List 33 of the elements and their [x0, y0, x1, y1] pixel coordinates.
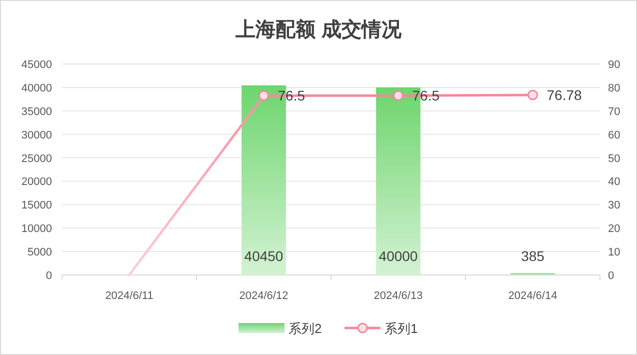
- y2-tick-label: 30: [608, 200, 620, 212]
- y-tick-label: 5000: [28, 246, 52, 259]
- y2-tick-label: 10: [608, 246, 620, 259]
- y-tick-label: 25000: [21, 152, 52, 165]
- x-tick-label: 2024/6/14: [508, 290, 558, 302]
- x-tick-label: 2024/6/11: [105, 290, 154, 302]
- y2-tick-label: 60: [608, 129, 620, 142]
- x-tick-label: 2024/6/13: [374, 290, 423, 302]
- y2-tick-label: 90: [608, 59, 620, 71]
- data-label: 76.5: [278, 88, 306, 104]
- data-label: 40450: [244, 248, 284, 264]
- y-tick-label: 35000: [21, 106, 52, 118]
- y-tick-label: 15000: [21, 200, 52, 212]
- y2-tick-label: 80: [608, 82, 620, 94]
- data-label: 40000: [378, 248, 418, 264]
- y-tick-label: 40000: [21, 82, 52, 94]
- x-tick-label: 2024/6/12: [239, 290, 288, 302]
- y-tick-label: 30000: [21, 129, 52, 142]
- y2-tick-label: 20: [608, 223, 620, 236]
- data-label: 385: [521, 248, 545, 264]
- legend-label: 系列2: [288, 321, 322, 336]
- y2-tick-label: 40: [608, 176, 620, 188]
- y-tick-label: 20000: [21, 176, 52, 188]
- y2-tick-label: 0: [608, 270, 614, 282]
- y2-tick-label: 50: [608, 152, 620, 165]
- y-tick-label: 0: [46, 270, 52, 282]
- y2-tick-label: 70: [608, 106, 620, 118]
- data-label: 76.5: [412, 88, 440, 104]
- y-tick-label: 10000: [21, 223, 52, 236]
- chart-title: 上海配额 成交情况: [234, 18, 402, 41]
- y-tick-label: 45000: [21, 59, 52, 71]
- legend-label: 系列1: [384, 321, 418, 336]
- data-label: 76.78: [546, 86, 582, 103]
